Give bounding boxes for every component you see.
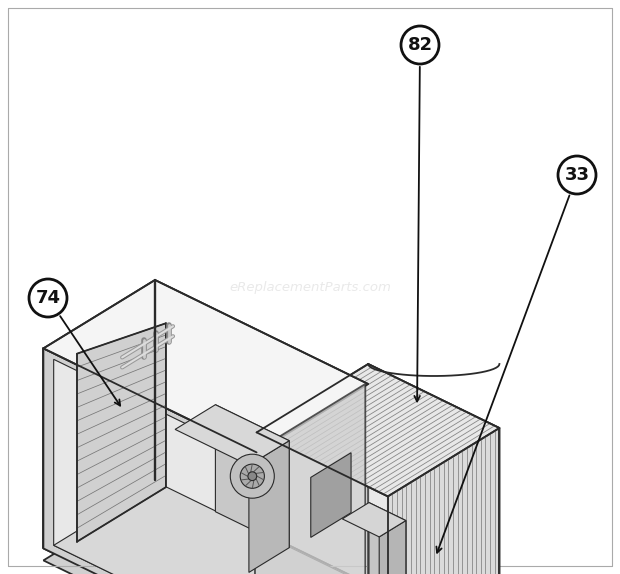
- Circle shape: [401, 26, 439, 64]
- Text: 82: 82: [407, 36, 433, 54]
- Polygon shape: [342, 503, 406, 537]
- Circle shape: [240, 464, 264, 488]
- Polygon shape: [43, 280, 155, 548]
- Polygon shape: [379, 521, 406, 574]
- Polygon shape: [54, 359, 257, 574]
- Polygon shape: [43, 348, 257, 574]
- Polygon shape: [215, 405, 289, 548]
- Polygon shape: [255, 384, 365, 574]
- Text: eReplacementParts.com: eReplacementParts.com: [229, 281, 391, 293]
- Polygon shape: [155, 280, 368, 574]
- Circle shape: [29, 279, 67, 317]
- Polygon shape: [43, 280, 368, 452]
- Text: 33: 33: [564, 166, 590, 184]
- Polygon shape: [43, 492, 499, 574]
- Polygon shape: [175, 405, 289, 466]
- Polygon shape: [249, 441, 289, 572]
- Circle shape: [248, 472, 257, 480]
- Polygon shape: [311, 453, 351, 537]
- Polygon shape: [257, 364, 499, 497]
- Polygon shape: [368, 364, 499, 574]
- Text: 74: 74: [35, 289, 61, 307]
- Circle shape: [230, 454, 274, 498]
- Polygon shape: [155, 480, 499, 574]
- Polygon shape: [369, 503, 406, 574]
- Polygon shape: [54, 482, 360, 574]
- Polygon shape: [43, 480, 368, 574]
- Polygon shape: [388, 428, 499, 574]
- Polygon shape: [77, 323, 166, 542]
- Circle shape: [558, 156, 596, 194]
